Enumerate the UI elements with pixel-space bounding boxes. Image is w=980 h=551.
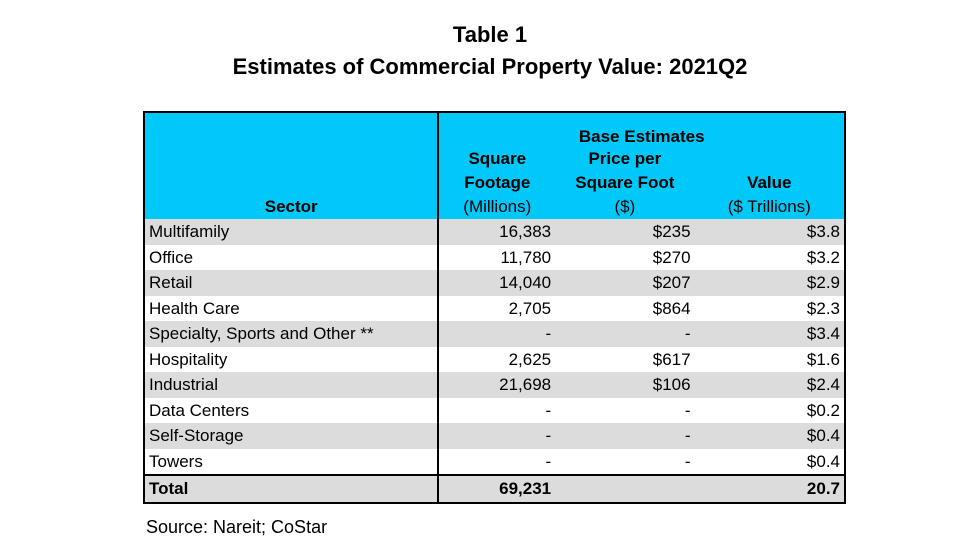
sector-cell: Towers [144,448,439,475]
table-row: Health Care 2,705 $864 $2.3 [144,295,845,321]
value-header: Value ($ Trillions) [694,147,845,219]
sector-cell: Health Care [144,295,439,321]
group-header: Base Estimates [437,112,845,147]
sqft-cell: 16,383 [437,219,556,245]
sqft-cell: - [437,321,556,347]
sqft-cell: 21,698 [437,372,556,398]
value-cell: $2.4 [694,372,845,398]
sector-cell: Retail [144,270,439,296]
price-cell: - [555,321,695,347]
value-cell: $0.2 [694,397,845,423]
sector-cell: Specialty, Sports and Other ** [144,321,439,347]
sqft-header: Square Footage (Millions) [437,147,556,219]
price-cell: - [555,448,695,475]
price-cell: - [555,397,695,423]
table-row: Towers - - $0.4 [144,448,845,475]
price-cell: $270 [555,244,695,270]
sqft-cell: - [437,448,556,475]
table-row: Self-Storage - - $0.4 [144,423,845,449]
table-row: Multifamily 16,383 $235 $3.8 [144,219,845,245]
value-cell: $2.9 [694,270,845,296]
table-row: Hospitality 2,625 $617 $1.6 [144,346,845,372]
price-cell [555,474,695,503]
value-cell: $2.3 [694,295,845,321]
value-cell: $3.2 [694,244,845,270]
sqft-cell: 69,231 [437,474,556,503]
sector-cell: Hospitality [144,346,439,372]
sqft-cell: 14,040 [437,270,556,296]
sqft-cell: - [437,397,556,423]
price-cell: $864 [555,295,695,321]
sqft-cell: 11,780 [437,244,556,270]
price-cell: $106 [555,372,695,398]
table-row: Data Centers - - $0.2 [144,397,845,423]
value-cell: $0.4 [694,423,845,449]
property-value-table: Base Estimates Sector Square Footage (Mill… [143,111,846,504]
total-row: Total 69,231 20.7 [144,474,845,503]
sector-cell: Data Centers [144,397,439,423]
sector-cell: Self-Storage [144,423,439,449]
price-cell: $617 [555,346,695,372]
sqft-cell: 2,625 [437,346,556,372]
sector-cell: Office [144,244,439,270]
sqft-cell: - [437,423,556,449]
table-row: Industrial 21,698 $106 $2.4 [144,372,845,398]
sqft-cell: 2,705 [437,295,556,321]
sector-header: Sector [144,147,439,219]
sector-cell: Multifamily [144,219,439,245]
price-cell: $235 [555,219,695,245]
sector-cell: Total [144,474,439,503]
source-note: Source: Nareit; CoStar [146,517,328,537]
table-row: Office 11,780 $270 $3.2 [144,244,845,270]
sector-cell: Industrial [144,372,439,398]
table-row: Retail 14,040 $207 $2.9 [144,270,845,296]
table-subtitle: Estimates of Commercial Property Value: … [232,54,748,79]
price-header: Price per Square Foot ($) [555,147,695,219]
price-cell: $207 [555,270,695,296]
value-cell: 20.7 [694,474,845,503]
price-cell: - [555,423,695,449]
value-cell: $3.8 [694,219,845,245]
value-cell: $1.6 [694,346,845,372]
table-row: Specialty, Sports and Other ** - - $3.4 [144,321,845,347]
value-cell: $0.4 [694,448,845,475]
table-title: Table 1 [452,22,528,47]
value-cell: $3.4 [694,321,845,347]
